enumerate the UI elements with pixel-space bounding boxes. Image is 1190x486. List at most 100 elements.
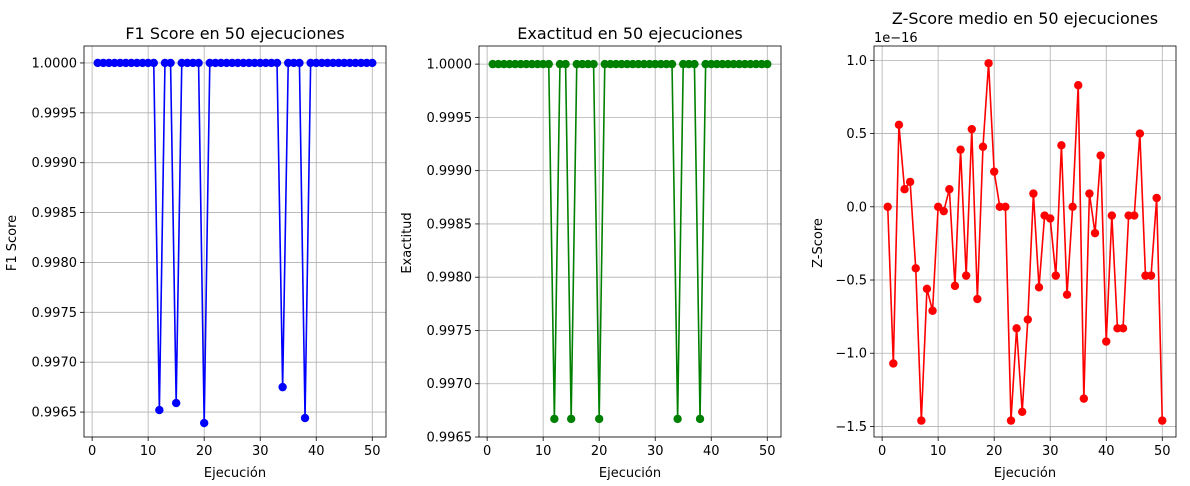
- data-point: [894, 120, 904, 129]
- data-point: [1152, 193, 1161, 203]
- data-point: [550, 414, 559, 424]
- chart-title: F1 Score en 50 ejecuciones: [125, 24, 344, 43]
- data-point: [1006, 416, 1016, 425]
- chart-panel-f1-score: F1 Score en 50 ejecuciones Ejecución F1 …: [5, 24, 387, 481]
- data-point: [889, 359, 898, 368]
- data-point: [1001, 202, 1010, 211]
- x-tick-label: 50: [364, 444, 381, 459]
- y-tick-label: 0.9975: [32, 306, 78, 321]
- x-tick-label: 40: [703, 444, 720, 459]
- data-point: [1029, 189, 1038, 198]
- data-point: [171, 398, 181, 408]
- x-axis-label: Ejecución: [599, 466, 661, 481]
- data-point: [561, 59, 570, 69]
- data-point: [1146, 271, 1156, 280]
- data-point: [199, 418, 209, 428]
- y-tick-label: 0.9990: [427, 164, 473, 179]
- y-tick-label: 0.9985: [427, 217, 473, 232]
- data-point: [978, 142, 988, 151]
- data-point: [973, 294, 982, 304]
- x-tick-label: 10: [535, 444, 552, 459]
- y-tick-label: 0.9995: [32, 106, 78, 121]
- data-point: [1062, 290, 1072, 299]
- x-tick-label: 20: [196, 444, 213, 459]
- y-tick-label: 0.9965: [427, 431, 473, 446]
- data-point: [1068, 202, 1077, 211]
- x-tick-label: 40: [308, 444, 325, 459]
- chart-title: Z-Score medio en 50 ejecuciones: [892, 9, 1158, 28]
- x-tick-label: 0: [878, 444, 886, 459]
- data-point: [1046, 214, 1055, 223]
- x-tick-label: 30: [647, 444, 664, 459]
- data-point: [194, 58, 203, 68]
- y-tick-label: 0.0: [846, 200, 867, 215]
- data-point: [1012, 324, 1021, 333]
- data-point: [917, 416, 926, 425]
- data-point: [278, 382, 287, 392]
- data-point: [594, 414, 604, 424]
- data-point: [1023, 315, 1033, 324]
- data-point: [939, 206, 948, 216]
- y-tick-label: 0.9970: [427, 377, 473, 392]
- y-axis-label: Z-Score: [811, 218, 826, 268]
- data-point: [1085, 189, 1094, 198]
- data-point: [673, 414, 682, 424]
- x-tick-label: 0: [88, 444, 96, 459]
- y-tick-label: 0.9995: [427, 111, 473, 126]
- data-point: [1074, 81, 1083, 90]
- y-tick-label: −1.0: [835, 347, 867, 362]
- data-point: [1057, 141, 1066, 150]
- x-tick-label: 10: [140, 444, 157, 459]
- data-point: [155, 405, 164, 415]
- x-tick-label: 50: [1154, 444, 1171, 459]
- data-point: [984, 59, 993, 68]
- data-point: [295, 58, 304, 68]
- y-tick-label: 0.9965: [32, 406, 78, 421]
- data-point: [690, 59, 699, 69]
- axes-frame: [478, 45, 782, 438]
- x-tick-label: 20: [986, 444, 1003, 459]
- data-point: [544, 59, 553, 69]
- y-tick-label: 0.9970: [32, 356, 78, 371]
- data-point: [1079, 394, 1089, 403]
- data-point: [928, 306, 937, 315]
- x-tick-label: 10: [930, 444, 947, 459]
- data-point: [883, 202, 892, 211]
- data-point: [950, 281, 960, 291]
- data-point: [1130, 211, 1139, 220]
- data-point: [1034, 283, 1044, 292]
- x-tick-label: 30: [252, 444, 269, 459]
- y-tick-label: −1.5: [835, 420, 867, 435]
- y-tick-label: 0.9980: [32, 256, 78, 271]
- data-point: [1017, 407, 1027, 417]
- y-tick-label: 0.9985: [32, 206, 78, 221]
- data-point: [1158, 416, 1167, 425]
- series-line: [886, 62, 1164, 422]
- y-axis-label: F1 Score: [5, 215, 20, 271]
- data-point: [956, 145, 965, 154]
- y-tick-label: 1.0: [846, 54, 867, 69]
- data-point: [1102, 337, 1111, 346]
- y-tick-label: 1.0000: [32, 56, 78, 71]
- x-axis-label: Ejecución: [994, 466, 1056, 481]
- data-point: [1051, 271, 1061, 280]
- chart-title: Exactitud en 50 ejecuciones: [517, 24, 743, 43]
- data-point: [1135, 129, 1145, 138]
- y-axis-offset-label: 1e−16: [874, 31, 918, 46]
- y-tick-label: 1.0000: [427, 58, 473, 73]
- data-point: [922, 284, 932, 294]
- x-tick-label: 30: [1042, 444, 1059, 459]
- y-tick-label: 0.9990: [32, 156, 78, 171]
- data-point: [900, 185, 909, 194]
- data-point: [945, 185, 954, 194]
- series-line: [97, 62, 373, 424]
- data-point: [1090, 228, 1100, 238]
- x-tick-label: 20: [591, 444, 608, 459]
- data-point: [1096, 151, 1105, 160]
- x-tick-label: 50: [759, 444, 776, 459]
- x-tick-label: 0: [483, 444, 491, 459]
- data-point: [368, 58, 377, 68]
- data-point: [667, 59, 677, 69]
- data-point: [961, 271, 971, 280]
